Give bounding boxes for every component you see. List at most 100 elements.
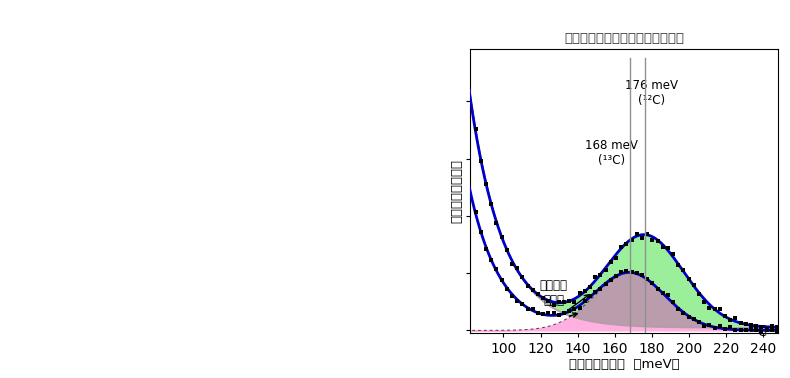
Point	[537, 295, 550, 301]
Point	[703, 322, 716, 328]
Point	[646, 280, 659, 287]
Point	[589, 289, 601, 295]
Point	[610, 273, 623, 279]
Point	[641, 276, 653, 282]
Point	[610, 256, 623, 262]
Point	[521, 283, 534, 289]
Y-axis label: 強度（任意単位）: 強度（任意単位）	[450, 159, 463, 223]
Point	[480, 181, 492, 187]
Point	[766, 323, 778, 329]
Point	[516, 274, 529, 280]
Point	[547, 302, 560, 308]
Point	[552, 312, 565, 318]
Point	[480, 246, 492, 253]
Point	[578, 288, 591, 294]
Point	[542, 310, 555, 316]
Point	[651, 286, 664, 292]
Point	[698, 299, 710, 305]
Point	[620, 268, 633, 274]
Point	[687, 282, 700, 288]
Point	[709, 325, 721, 331]
X-axis label: エネルギー損失  （meV）: エネルギー損失 （meV）	[569, 358, 679, 372]
Point	[771, 324, 784, 330]
Point	[693, 319, 705, 325]
Point	[475, 229, 487, 235]
Point	[677, 310, 690, 316]
Point	[713, 323, 726, 329]
Point	[506, 261, 518, 267]
Point	[651, 238, 664, 244]
Title: 中性子一つ分の重さの違いを反映: 中性子一つ分の重さの違いを反映	[564, 32, 684, 45]
Point	[724, 317, 736, 323]
Point	[490, 266, 502, 272]
Point	[667, 299, 679, 305]
Point	[532, 291, 544, 297]
Point	[739, 321, 752, 327]
Point	[729, 327, 742, 333]
Point	[625, 268, 638, 274]
Point	[672, 262, 685, 268]
Point	[532, 310, 544, 316]
Point	[584, 284, 596, 290]
Point	[739, 327, 752, 333]
Point	[547, 310, 560, 316]
Point	[698, 323, 710, 329]
Point	[683, 276, 695, 282]
Point	[620, 241, 633, 247]
Text: 168 meV
(¹³C): 168 meV (¹³C)	[585, 139, 638, 167]
Point	[735, 320, 747, 326]
Point	[693, 291, 705, 297]
Point	[485, 200, 498, 206]
Point	[745, 326, 758, 332]
Point	[600, 280, 612, 287]
Point	[719, 313, 732, 319]
Point	[506, 293, 518, 299]
Point	[683, 314, 695, 320]
Point	[667, 251, 679, 257]
Point	[755, 329, 768, 335]
Point	[594, 286, 607, 292]
Point	[604, 277, 617, 283]
Point	[574, 290, 586, 296]
Point	[604, 259, 617, 265]
Text: ¹³C: ¹³C	[748, 324, 767, 337]
Point	[641, 231, 653, 237]
Point	[630, 270, 643, 276]
Point	[745, 322, 758, 328]
Point	[646, 237, 659, 243]
Point	[562, 308, 575, 314]
Point	[475, 158, 487, 164]
Point	[521, 306, 534, 312]
Point	[490, 220, 502, 226]
Point	[729, 315, 742, 321]
Point	[552, 299, 565, 305]
Point	[750, 323, 762, 329]
Point	[661, 245, 674, 251]
Point	[600, 267, 612, 273]
Point	[656, 290, 669, 296]
Point	[578, 297, 591, 304]
Point	[735, 327, 747, 333]
Point	[589, 274, 601, 280]
Point	[615, 269, 627, 275]
Point	[709, 305, 721, 311]
Point	[558, 299, 570, 305]
Point	[501, 286, 514, 292]
Text: ¹²C: ¹²C	[748, 326, 767, 339]
Text: 176 meV
(¹²C): 176 meV (¹²C)	[626, 79, 679, 107]
Point	[485, 257, 498, 263]
Point	[687, 316, 700, 322]
Point	[750, 327, 762, 333]
Point	[511, 265, 524, 271]
Point	[661, 293, 674, 299]
Point	[636, 272, 649, 278]
Point	[672, 305, 685, 311]
Point	[495, 234, 508, 240]
Point	[594, 271, 607, 277]
Point	[760, 327, 773, 333]
Point	[703, 305, 716, 311]
Point	[501, 247, 514, 253]
Point	[724, 324, 736, 330]
Point	[574, 305, 586, 311]
Point	[719, 325, 732, 332]
